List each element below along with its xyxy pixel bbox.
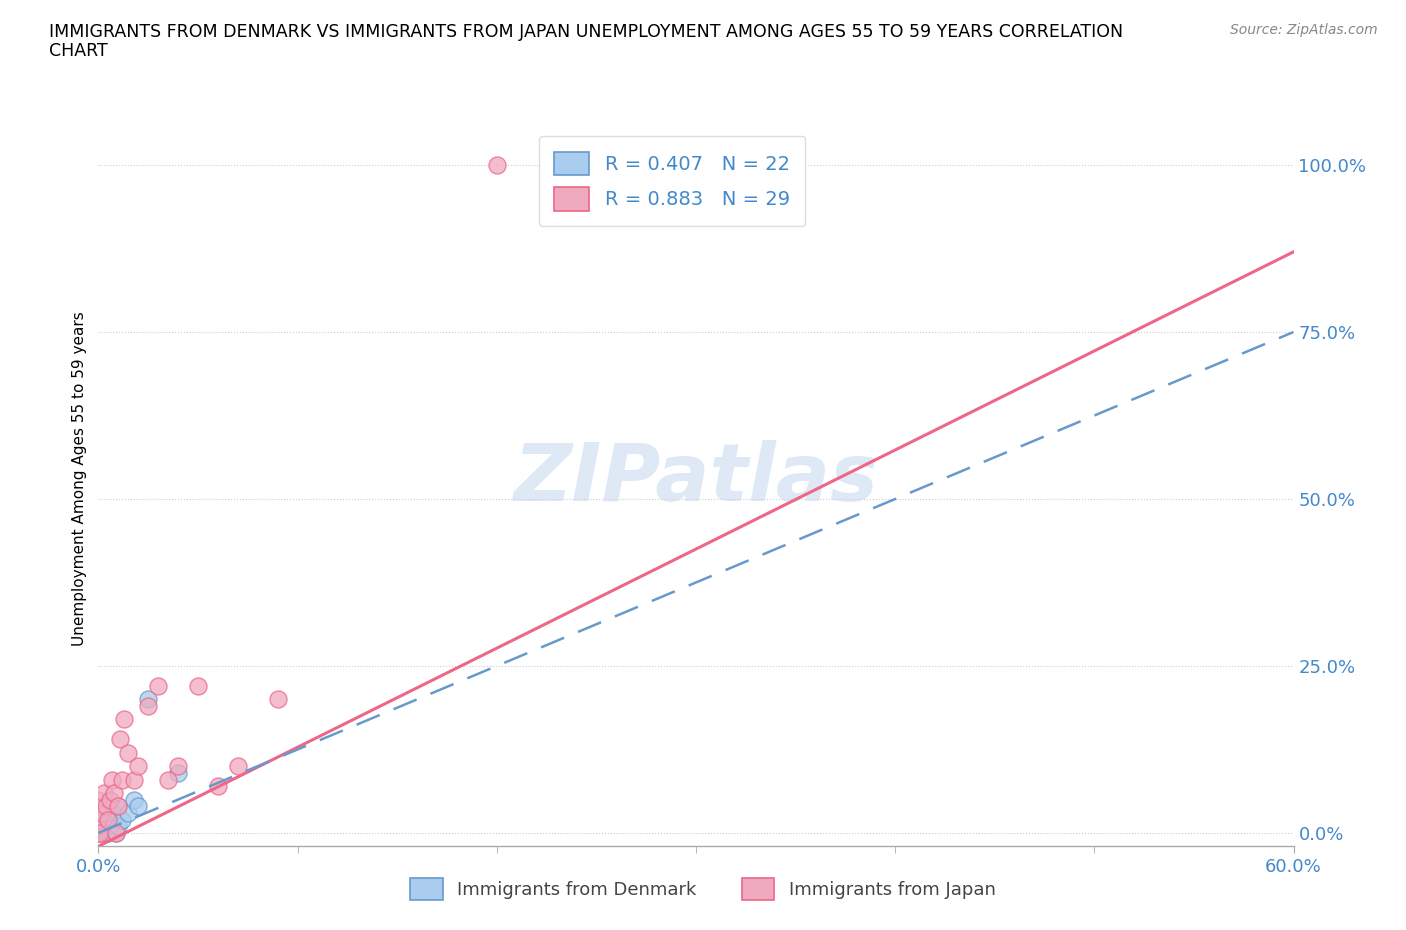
Legend: R = 0.407   N = 22, R = 0.883   N = 29: R = 0.407 N = 22, R = 0.883 N = 29 — [538, 136, 806, 226]
Point — [105, 826, 128, 841]
Point — [89, 826, 111, 841]
Point — [167, 759, 190, 774]
Point — [107, 799, 129, 814]
Point — [187, 679, 209, 694]
Point — [112, 712, 135, 727]
Point — [101, 805, 124, 820]
Point — [91, 818, 114, 833]
Point — [107, 818, 129, 833]
Point — [111, 772, 134, 787]
Text: ZIPatlas: ZIPatlas — [513, 440, 879, 518]
Point — [103, 812, 125, 827]
Point — [226, 759, 249, 774]
Point — [91, 805, 114, 820]
Y-axis label: Unemployment Among Ages 55 to 59 years: Unemployment Among Ages 55 to 59 years — [72, 312, 87, 646]
Point — [87, 822, 110, 837]
Point — [96, 799, 118, 814]
Text: IMMIGRANTS FROM DENMARK VS IMMIGRANTS FROM JAPAN UNEMPLOYMENT AMONG AGES 55 TO 5: IMMIGRANTS FROM DENMARK VS IMMIGRANTS FR… — [49, 23, 1123, 41]
Point — [485, 157, 508, 172]
Point — [93, 812, 115, 827]
Point — [148, 679, 170, 694]
Point — [101, 772, 124, 787]
Point — [267, 692, 290, 707]
Point — [96, 826, 118, 841]
Legend: Immigrants from Denmark, Immigrants from Japan: Immigrants from Denmark, Immigrants from… — [404, 870, 1002, 907]
Point — [87, 818, 110, 833]
Point — [98, 792, 122, 807]
Point — [117, 805, 139, 820]
Point — [87, 816, 110, 830]
Point — [97, 812, 120, 827]
Point — [97, 826, 120, 841]
Point — [136, 698, 159, 713]
Point — [167, 765, 190, 780]
Point — [157, 772, 180, 787]
Point — [105, 826, 128, 841]
Point — [124, 772, 146, 787]
Point — [87, 818, 110, 833]
Text: CHART: CHART — [49, 42, 108, 60]
Point — [111, 812, 134, 827]
Point — [136, 692, 159, 707]
Point — [98, 818, 122, 833]
Point — [87, 826, 110, 841]
Point — [87, 826, 110, 841]
Point — [93, 786, 115, 801]
Point — [107, 799, 129, 814]
Point — [127, 759, 149, 774]
Point — [97, 812, 120, 827]
Point — [87, 792, 110, 807]
Point — [124, 792, 146, 807]
Point — [91, 826, 114, 841]
Point — [207, 778, 229, 793]
Text: Source: ZipAtlas.com: Source: ZipAtlas.com — [1230, 23, 1378, 37]
Point — [117, 745, 139, 760]
Point — [127, 799, 149, 814]
Point — [103, 786, 125, 801]
Point — [110, 732, 132, 747]
Point — [87, 812, 110, 827]
